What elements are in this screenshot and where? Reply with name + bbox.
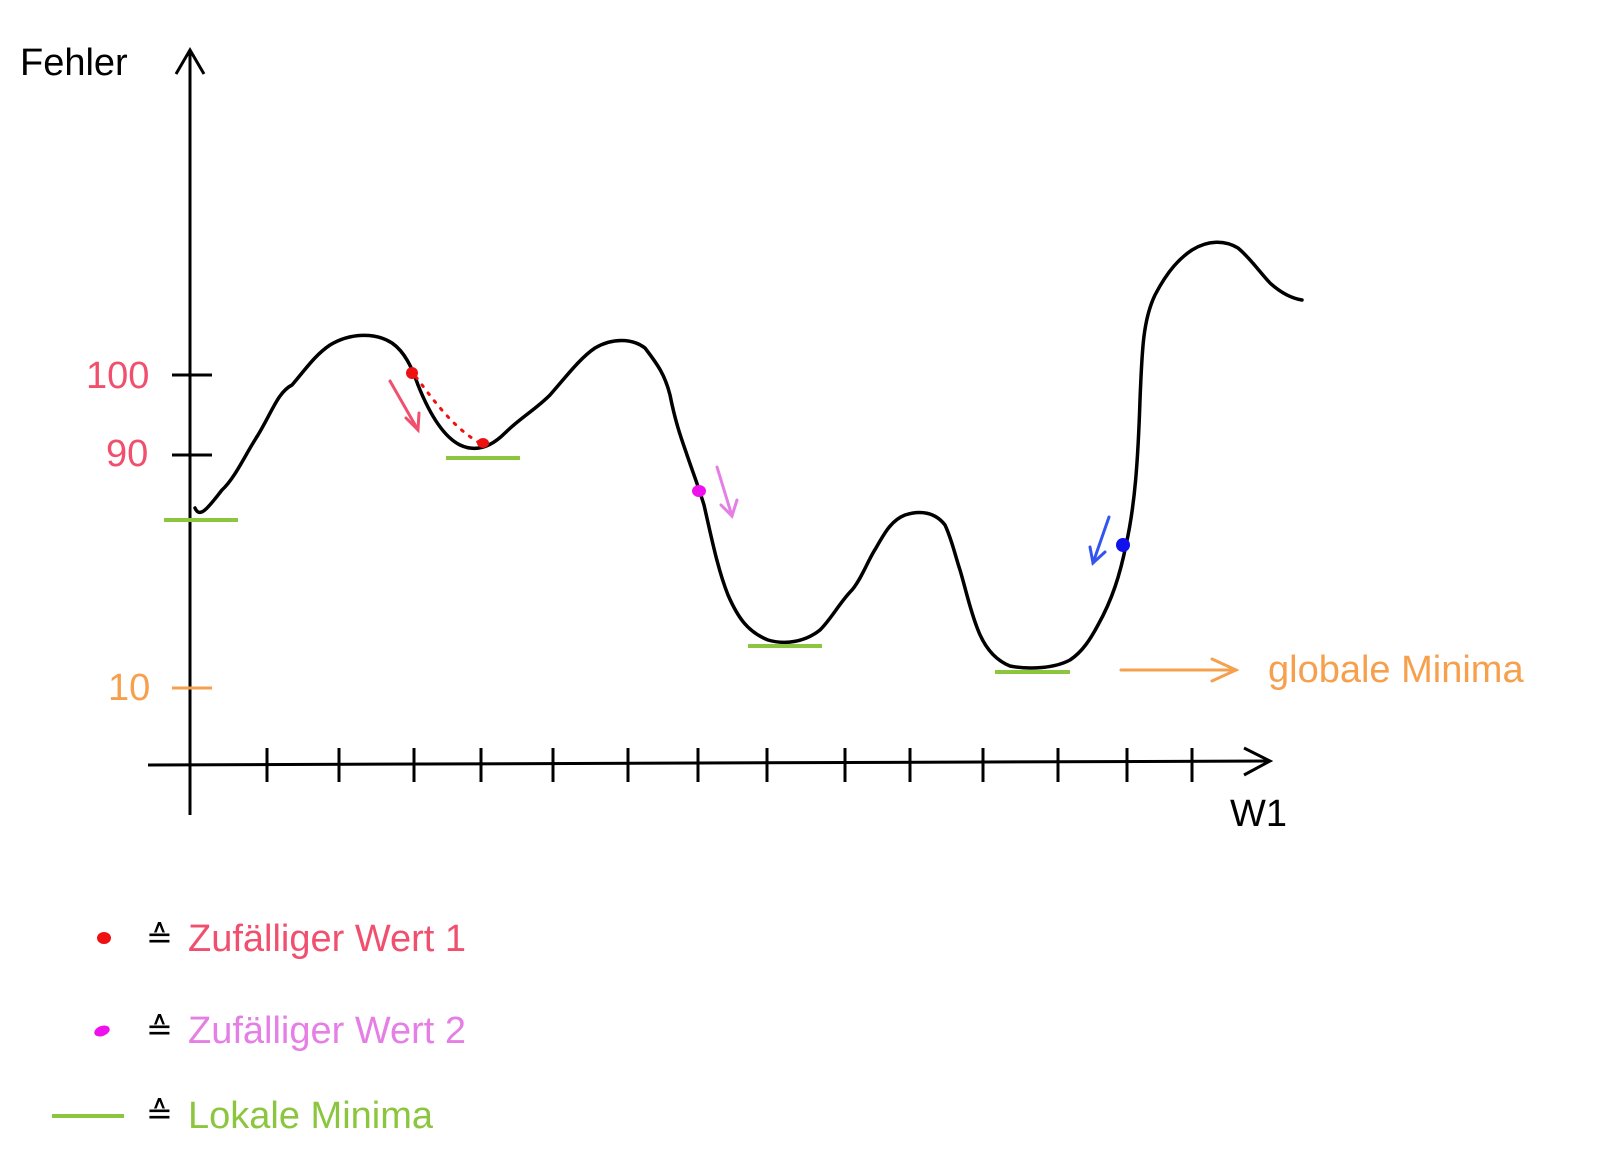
y-axis-arrowhead xyxy=(174,47,206,75)
x-axis-label: W1 xyxy=(1230,793,1287,835)
legend-marker-random-value-1 xyxy=(97,932,111,944)
legend-label-random-value-2: Zufälliger Wert 2 xyxy=(188,1010,466,1052)
random-value-1-end xyxy=(477,438,489,448)
x-axis xyxy=(147,759,1271,767)
x-axis-arrowhead xyxy=(1243,746,1274,777)
legend-label-local-minima: Lokale Minima xyxy=(188,1095,434,1137)
random-value-2-point xyxy=(692,485,706,497)
y-tick-label-90: 90 xyxy=(106,433,148,475)
random-value-1-arrow xyxy=(388,379,421,434)
y-axis-label: Fehler xyxy=(20,42,128,84)
legend-marker-random-value-2 xyxy=(94,1025,110,1037)
y-tick-label-100: 100 xyxy=(86,355,149,397)
legend-symbol: ≙ xyxy=(146,919,173,955)
legend: ≙ Zufälliger Wert 1 ≙ Zufälliger Wert 2 … xyxy=(52,918,466,1137)
global-minima-arrow xyxy=(1119,657,1240,683)
global-minima-label: globale Minima xyxy=(1268,649,1524,691)
random-value-2-arrow xyxy=(715,465,739,519)
random-value-3-arrow xyxy=(1088,515,1111,566)
legend-symbol: ≙ xyxy=(146,1011,173,1047)
x-ticks xyxy=(265,748,1194,782)
y-tick-label-10: 10 xyxy=(108,667,150,709)
random-value-3-point xyxy=(1116,538,1130,552)
random-value-1-path xyxy=(414,375,480,444)
error-curve xyxy=(193,240,1304,670)
legend-symbol: ≙ xyxy=(146,1095,173,1131)
legend-label-random-value-1: Zufälliger Wert 1 xyxy=(188,918,466,960)
